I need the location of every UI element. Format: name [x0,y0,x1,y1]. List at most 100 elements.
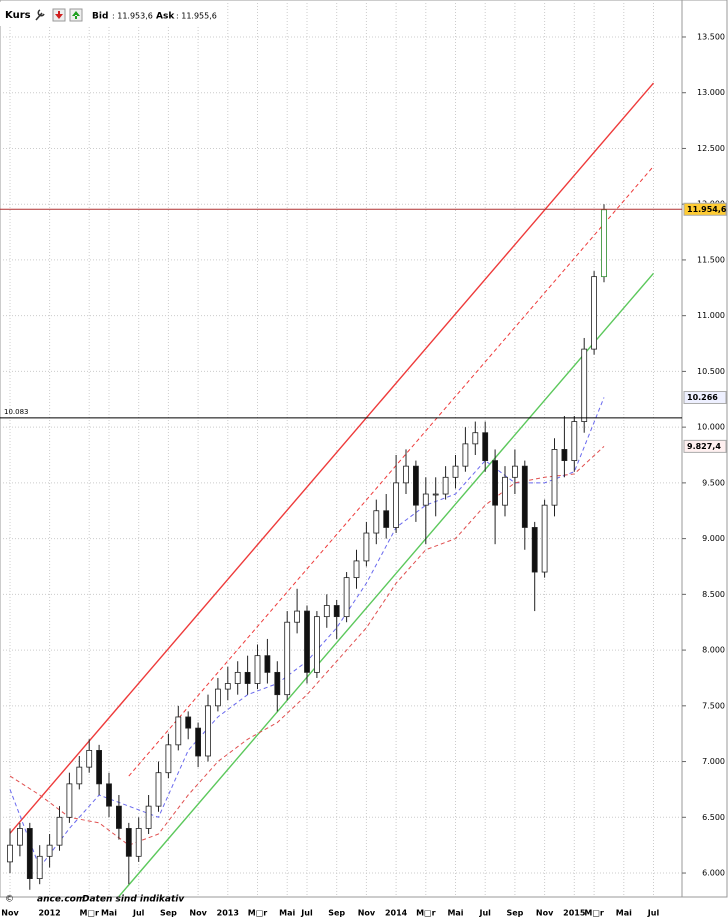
candle-body [56,816,63,846]
x-tick-label: Jul [300,909,313,918]
up-icon [72,11,80,19]
candle-body [521,465,528,528]
y-tick-label: 11.000 [697,311,725,320]
candle-body [472,432,479,445]
x-tick-label: M□r [584,909,604,918]
price-label-box [683,390,727,404]
price-label-box [683,202,727,216]
y-tick-label: 6.000 [702,869,725,878]
y-tick-label: 7.000 [702,757,725,766]
price-label: 11.954,6 [687,205,727,214]
candle-body [432,493,439,496]
y-tick-label: 10.000 [697,423,725,432]
candle-body [561,449,568,461]
candle-body [205,705,211,757]
candle-body [165,744,172,774]
candle-body [145,805,152,829]
candle-body [76,766,83,785]
bid-value: : 11.953,6 [112,12,153,21]
candle-body [175,716,182,746]
candle-body [46,844,53,857]
candle-body [96,750,102,785]
down-icon [55,11,63,19]
candle-body [403,465,409,484]
candle-body [571,421,578,461]
candle-body [482,432,489,461]
candle-body [304,610,310,673]
x-tick-label: Mai [101,909,117,918]
x-tick-label: Mai [447,909,463,918]
x-tick-label: Nov [1,909,19,918]
indicator-line [128,165,654,777]
x-tick-label: M□r [416,909,436,918]
level-label: 10.083 [4,408,29,416]
candle-body [125,828,132,857]
x-tick-label: Sep [328,909,345,918]
x-tick-label: Mai [279,909,295,918]
x-tick-label: Sep [160,909,177,918]
candle-body [581,348,588,422]
candle-body [422,493,429,506]
candle-body [36,855,43,880]
candle-body [214,688,221,707]
candle-body [383,510,390,528]
candle-body [601,209,607,278]
price-label-box [683,439,727,453]
tool-icon[interactable] [35,9,45,21]
candle-body [66,783,73,818]
y-tick-label: 8.000 [702,646,725,655]
candle-body [16,828,23,846]
x-tick-label: 2013 [217,909,239,918]
candle-body [185,716,192,729]
candle-body [502,476,508,506]
candle-body [264,655,271,673]
candle-body [343,577,350,618]
candle-body [313,616,320,673]
candle-body [254,655,261,684]
x-tick-label: 2012 [38,909,60,918]
x-tick-label: Mai [616,909,632,918]
candle-body [106,783,112,807]
y-tick-label: 12.500 [697,144,725,153]
header-title: Kurs [5,10,31,21]
candle-body [26,828,33,880]
candle-body [393,482,400,528]
candle-body [224,683,231,690]
candle-body [373,510,380,534]
candle-body [244,671,251,684]
candle-body [323,605,330,618]
x-tick-label: Nov [358,909,376,918]
x-tick-label: M□r [248,909,268,918]
candle-body [531,527,538,573]
x-tick-label: Jul [132,909,145,918]
indicator-line [118,272,655,897]
copyright: © [5,895,14,905]
note: Daten sind indikativ [82,895,185,905]
indicator-line [9,82,655,834]
ask-label: Ask [156,12,175,22]
candle-body [294,610,301,623]
candle-body [116,805,122,829]
candle-body [284,621,291,696]
y-tick-label: 6.500 [702,813,725,822]
candle-body [86,750,93,768]
candle-body [135,828,142,857]
candle-body [7,844,13,863]
candle-body [492,460,499,506]
y-tick-label: 10.500 [697,367,725,376]
candle-body [234,671,241,684]
candle-body [363,532,370,562]
y-tick-label: 13.500 [697,32,725,41]
y-tick-label: 11.500 [697,255,725,264]
y-tick-label: 9.000 [702,534,725,543]
candle-body [452,465,459,478]
price-label: 9.827,4 [687,442,721,451]
y-tick-label: 7.500 [702,701,725,710]
y-tick-label: 8.500 [702,590,725,599]
x-tick-label: Nov [189,909,207,918]
header [0,2,225,26]
x-tick-label: 2015 [563,909,586,918]
candle-body [512,465,518,478]
x-tick-label: Jul [478,909,491,918]
